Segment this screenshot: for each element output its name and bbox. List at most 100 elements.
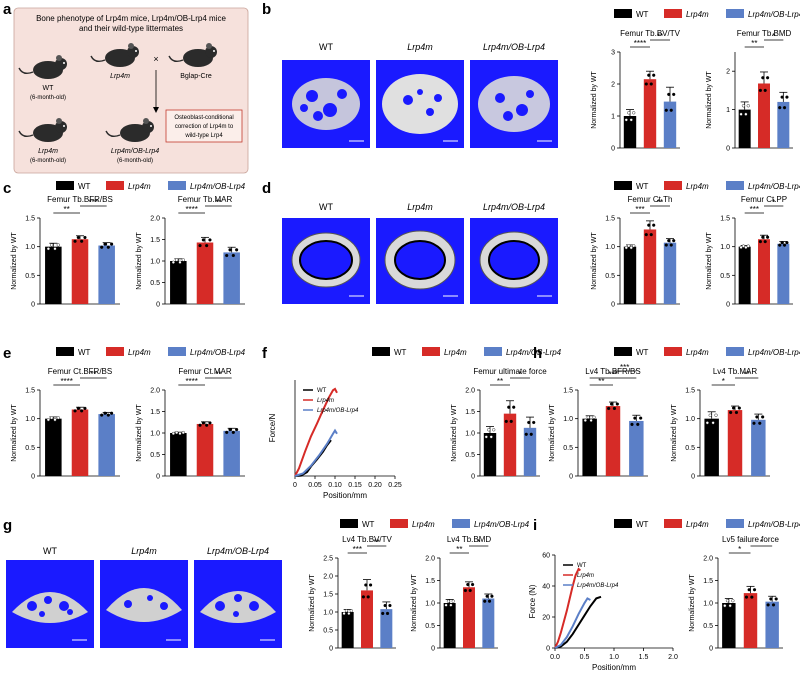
data-point (761, 415, 765, 419)
data-point (758, 88, 763, 92)
scheme-ob-label: Lrp4m/OB-Lrp4 (111, 148, 159, 155)
bar-1 (71, 409, 89, 476)
y-tick-label: 1.5 (323, 592, 333, 599)
data-point (664, 108, 668, 112)
line-chart-f1: 0 0.05 0.10 0.15 0.20 0.25 Position/mm Force/N W… (268, 380, 402, 500)
data-point (744, 245, 748, 249)
data-point (728, 604, 732, 608)
chart-title: Femur Tb.BMD (737, 29, 792, 38)
scan-g-lrp4m-label: Lrp4m (131, 546, 157, 556)
significance-label: **** (634, 39, 646, 48)
data-point (761, 235, 765, 239)
data-point (463, 588, 468, 593)
bar-1 (758, 83, 770, 148)
scan-b-wt-label: WT (319, 42, 333, 52)
data-point (225, 430, 229, 434)
bar-1 (743, 593, 758, 648)
data-point (53, 247, 57, 251)
data-point (80, 409, 84, 413)
data-point (669, 243, 673, 247)
scheme-note-1: Osteoblast-conditional (174, 115, 233, 121)
data-point (46, 247, 50, 251)
data-point (607, 406, 611, 411)
y-tick-label: 1.0 (605, 244, 615, 251)
bar-0 (341, 612, 354, 648)
y-axis-label: Normalized by WT (11, 403, 18, 461)
data-point (747, 588, 751, 592)
data-point (737, 406, 741, 410)
data-point (76, 406, 80, 410)
scheme-note-2: correction of Lrp4m to (175, 124, 234, 130)
x-tick-label: 0 (293, 482, 297, 489)
data-point (484, 435, 488, 439)
panel-label-h: h (533, 345, 542, 362)
data-point (201, 421, 205, 425)
y-tick-label: 0.5 (150, 280, 160, 287)
legend-label: Lrp4m/OB-Lrp4 (506, 348, 562, 357)
data-point (487, 599, 492, 603)
y-tick-label: 2 (726, 69, 730, 76)
legend-swatch (484, 347, 502, 356)
data-point (347, 611, 351, 616)
data-point (627, 111, 631, 115)
data-point (466, 582, 470, 587)
data-point (490, 594, 494, 598)
significance-label: * (738, 545, 741, 554)
y-tick-label: 0 (546, 646, 550, 653)
data-point (235, 427, 239, 432)
series-line-2 (294, 428, 338, 477)
legend-swatch (664, 347, 682, 356)
legend-h: WT Lrp4m Lrp4m/OB-Lrp4 (614, 347, 800, 357)
panel-label-a: a (3, 1, 12, 18)
data-point (235, 248, 239, 252)
data-point (228, 427, 232, 432)
significance-label: ** (497, 377, 503, 386)
y-tick-label: 0.5 (703, 623, 713, 630)
data-point (383, 603, 387, 608)
y-tick-label: 1.5 (703, 578, 713, 585)
scheme-lrp4m2-age: (6-month-old) (30, 158, 66, 164)
y-tick-label: 1.5 (25, 388, 35, 395)
data-point (83, 406, 87, 410)
legend-label: Lrp4m/OB-Lrp4 (748, 10, 800, 19)
data-point (583, 418, 587, 422)
data-point (178, 431, 182, 436)
data-point (103, 411, 107, 415)
legend-swatch (614, 519, 632, 528)
panel-label-b: b (262, 1, 271, 18)
y-tick-label: 1.5 (425, 578, 435, 585)
y-tick-label: 1.0 (25, 244, 35, 251)
significance-label: ** (374, 538, 380, 547)
y-axis-label: Normalized by WT (706, 70, 713, 128)
x-tick-label: 1.0 (609, 654, 619, 661)
legend-label: Lrp4m (128, 182, 151, 191)
line-chart-i1: 0.0 0.5 1.0 1.5 2.0 0 20 40 60 Position/mm Force (… (528, 553, 678, 673)
data-point (342, 611, 346, 616)
data-point (765, 235, 770, 239)
x-axis-label: Position/mm (323, 491, 367, 500)
data-point (744, 595, 749, 599)
y-tick-label: 0 (569, 474, 573, 481)
legend-label: Lrp4m (444, 348, 467, 357)
data-point (750, 595, 754, 599)
chart-title: Lv4 Tb.BFR/BS (585, 367, 640, 376)
panel-label-e: e (3, 345, 11, 362)
y-tick-label: 1.0 (150, 431, 160, 438)
data-point (705, 421, 709, 425)
y-tick-label: 2 (611, 82, 615, 89)
significance-label: ** (744, 370, 750, 379)
bar-2 (751, 419, 766, 476)
legend-swatch (168, 181, 186, 190)
data-point (80, 239, 84, 243)
bar-chart-h1: Lv4 Tb.BFR/BS 0 0.5 1.0 1.5 Normalized by WT *… (549, 363, 648, 481)
significance-label: * (518, 370, 521, 379)
data-point (231, 253, 235, 258)
data-point (734, 410, 739, 415)
data-point (780, 95, 784, 99)
bar-0 (704, 418, 719, 476)
x-tick-label: 0.20 (368, 482, 382, 489)
data-point (231, 430, 235, 434)
y-tick-label: 0 (611, 146, 615, 153)
data-point (664, 243, 668, 247)
